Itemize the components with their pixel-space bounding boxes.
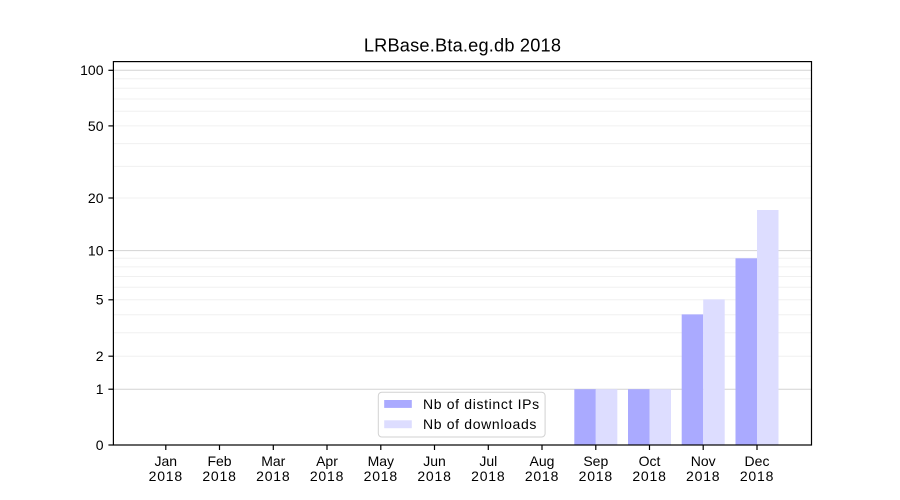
svg-text:Jul: Jul [479, 453, 497, 469]
svg-text:2018: 2018 [525, 468, 559, 484]
svg-text:Sep: Sep [583, 453, 608, 469]
svg-text:Mar: Mar [261, 453, 285, 469]
svg-text:Jun: Jun [423, 453, 446, 469]
svg-text:Jan: Jan [155, 453, 178, 469]
svg-text:50: 50 [88, 118, 104, 134]
svg-text:0: 0 [96, 437, 104, 453]
svg-text:Oct: Oct [639, 453, 661, 469]
svg-text:2: 2 [96, 348, 104, 364]
svg-text:2018: 2018 [202, 468, 236, 484]
svg-text:2018: 2018 [256, 468, 290, 484]
svg-text:2018: 2018 [364, 468, 398, 484]
svg-text:Nb of distinct IPs: Nb of distinct IPs [423, 396, 540, 412]
svg-text:2018: 2018 [579, 468, 613, 484]
svg-text:May: May [368, 453, 394, 469]
svg-text:Apr: Apr [316, 453, 338, 469]
svg-text:2018: 2018 [632, 468, 666, 484]
svg-text:Aug: Aug [530, 453, 555, 469]
svg-text:Nov: Nov [691, 453, 716, 469]
svg-text:2018: 2018 [471, 468, 505, 484]
svg-text:2018: 2018 [686, 468, 720, 484]
svg-text:100: 100 [80, 62, 104, 78]
svg-text:2018: 2018 [310, 468, 344, 484]
svg-text:5: 5 [96, 292, 104, 308]
svg-text:20: 20 [88, 190, 104, 206]
svg-text:2018: 2018 [417, 468, 451, 484]
svg-text:LRBase.Bta.eg.db 2018: LRBase.Bta.eg.db 2018 [364, 36, 561, 56]
svg-text:Nb of downloads: Nb of downloads [423, 416, 537, 432]
svg-text:Feb: Feb [207, 453, 231, 469]
svg-text:2018: 2018 [740, 468, 774, 484]
svg-text:Dec: Dec [745, 453, 770, 469]
svg-text:2018: 2018 [149, 468, 183, 484]
svg-text:10: 10 [88, 243, 104, 259]
svg-text:1: 1 [96, 381, 104, 397]
